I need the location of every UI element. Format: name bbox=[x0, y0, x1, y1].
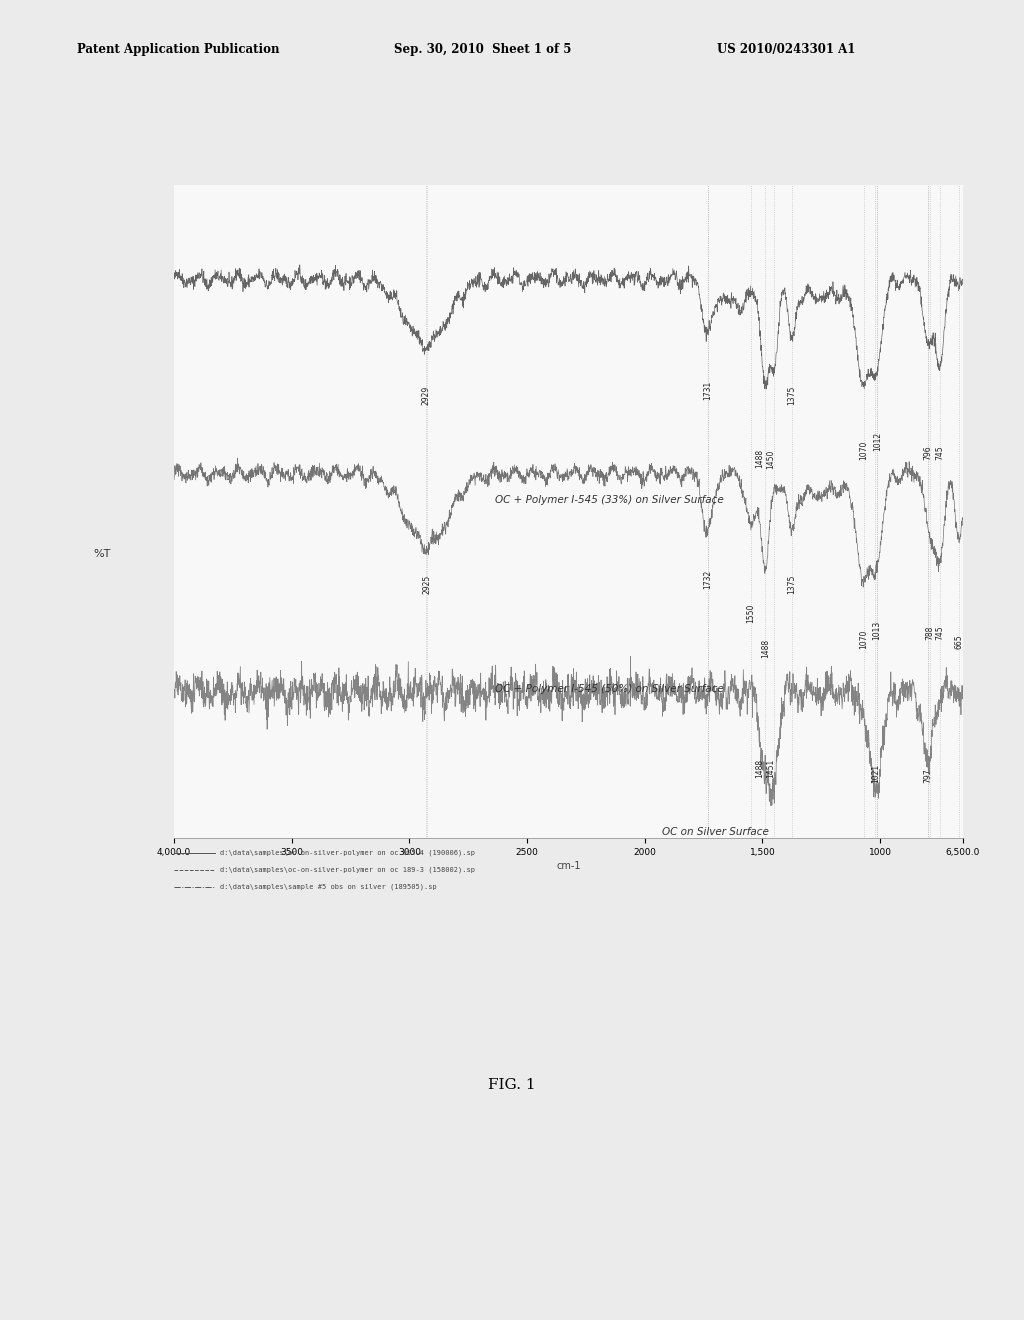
Text: OC + Polymer I-545 (50%) on Silver Surface: OC + Polymer I-545 (50%) on Silver Surfa… bbox=[496, 684, 724, 694]
Text: 1375: 1375 bbox=[787, 385, 797, 405]
Text: OC + Polymer I-545 (33%) on Silver Surface: OC + Polymer I-545 (33%) on Silver Surfa… bbox=[496, 495, 724, 506]
Text: 745: 745 bbox=[936, 626, 945, 640]
Text: 1070: 1070 bbox=[859, 441, 868, 459]
Text: 1070: 1070 bbox=[859, 630, 868, 649]
Text: 2925: 2925 bbox=[423, 574, 431, 594]
Text: 796: 796 bbox=[924, 445, 933, 459]
Text: FIG. 1: FIG. 1 bbox=[488, 1078, 536, 1092]
Text: 1375: 1375 bbox=[787, 574, 797, 594]
Text: 1550: 1550 bbox=[746, 603, 756, 623]
Text: 2929: 2929 bbox=[422, 385, 431, 405]
X-axis label: cm-1: cm-1 bbox=[556, 861, 581, 871]
Text: d:\data\samples\oc-on-silver-polymer on oc 189-3 (158002).sp: d:\data\samples\oc-on-silver-polymer on … bbox=[220, 867, 475, 873]
Text: 1488
1451: 1488 1451 bbox=[756, 759, 775, 777]
Text: US 2010/0243301 A1: US 2010/0243301 A1 bbox=[717, 42, 855, 55]
Text: %T: %T bbox=[94, 549, 111, 560]
Text: Sep. 30, 2010  Sheet 1 of 5: Sep. 30, 2010 Sheet 1 of 5 bbox=[394, 42, 571, 55]
Text: 1012: 1012 bbox=[872, 432, 882, 451]
Text: 1013: 1013 bbox=[872, 622, 882, 640]
Text: 745: 745 bbox=[936, 445, 945, 459]
Text: 797: 797 bbox=[924, 768, 933, 783]
Text: 1488: 1488 bbox=[761, 639, 770, 657]
Text: 1021: 1021 bbox=[870, 764, 880, 783]
Text: 1488
1450: 1488 1450 bbox=[756, 449, 775, 469]
Text: d:\data\samples\sample #5 obs on silver (189505).sp: d:\data\samples\sample #5 obs on silver … bbox=[220, 884, 437, 890]
Text: 665: 665 bbox=[954, 635, 964, 649]
Text: Patent Application Publication: Patent Application Publication bbox=[77, 42, 280, 55]
Text: 1732: 1732 bbox=[703, 570, 713, 589]
Text: 1731: 1731 bbox=[703, 380, 713, 400]
Text: 788: 788 bbox=[926, 626, 935, 640]
Text: d:\data\samples\oc-on-silver-polymer on oc 995-4 (190006).sp: d:\data\samples\oc-on-silver-polymer on … bbox=[220, 850, 475, 855]
Text: OC on Silver Surface: OC on Silver Surface bbox=[662, 826, 769, 837]
